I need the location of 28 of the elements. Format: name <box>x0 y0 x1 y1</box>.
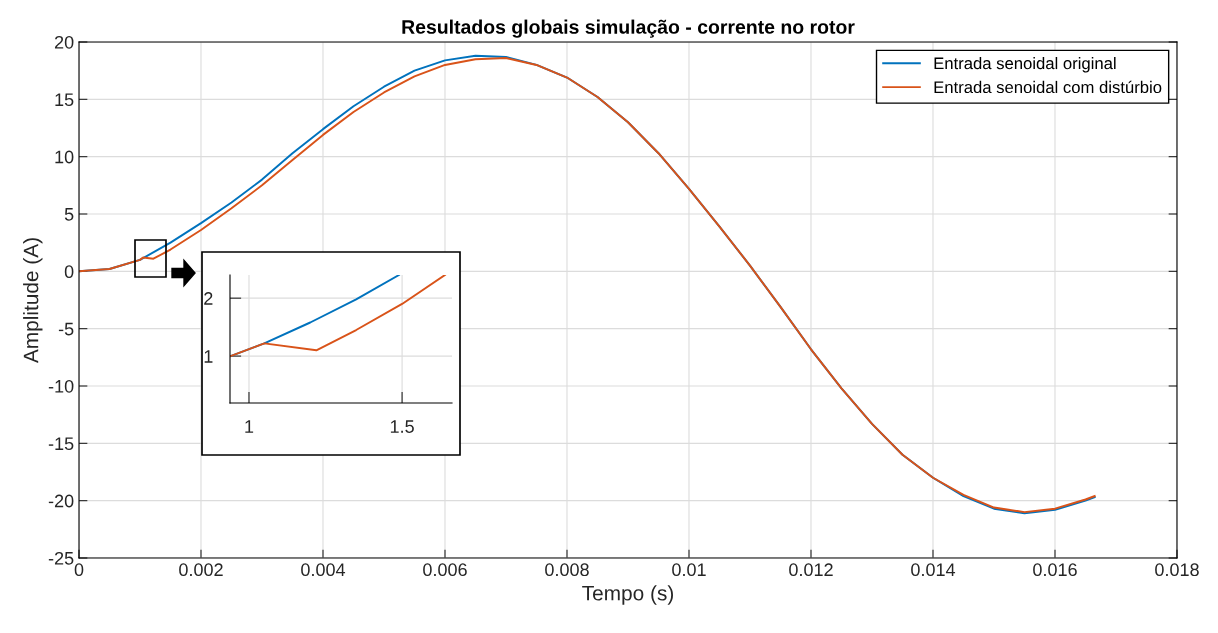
x-tick-label: 0.018 <box>1155 563 1199 577</box>
line-series <box>230 275 446 358</box>
x-tick-label: 1.5 <box>390 420 414 433</box>
y-tick-label: 5 <box>64 208 74 221</box>
x-tick-label: 0.014 <box>911 563 956 577</box>
y-tick-label: -5 <box>58 322 74 336</box>
legend-label: Entrada senoidal original <box>934 57 1116 73</box>
x-tick-label: 0.004 <box>301 563 346 577</box>
x-tick-label: 0.01 <box>672 563 706 577</box>
x-tick-label: 0.008 <box>545 563 589 577</box>
y-tick-label: -20 <box>48 494 74 508</box>
y-tick-label: -15 <box>48 437 74 451</box>
x-tick-label: 0.012 <box>789 563 833 577</box>
y-tick-label: 0 <box>64 265 74 279</box>
x-tick-label: 0 <box>74 563 84 577</box>
x-tick-label: 0.016 <box>1033 563 1077 577</box>
y-tick-label: 15 <box>55 93 74 107</box>
x-tick-label: 0.002 <box>179 563 223 577</box>
y-axis-title: Amplitude (A) <box>23 238 43 364</box>
y-tick-label: -25 <box>48 551 74 565</box>
legend-label: Entrada senoidal com distúrbio <box>934 80 1162 94</box>
x-axis-title: Tempo (s) <box>582 585 674 605</box>
y-tick-label: -10 <box>48 379 74 393</box>
y-tick-label: 10 <box>55 150 74 164</box>
y-tick-label: 2 <box>204 292 213 305</box>
chart-title: Resultados globais simulação - corrente no rotor <box>402 19 855 38</box>
x-tick-label: 0.006 <box>423 563 467 577</box>
y-tick-label: 20 <box>54 35 74 49</box>
